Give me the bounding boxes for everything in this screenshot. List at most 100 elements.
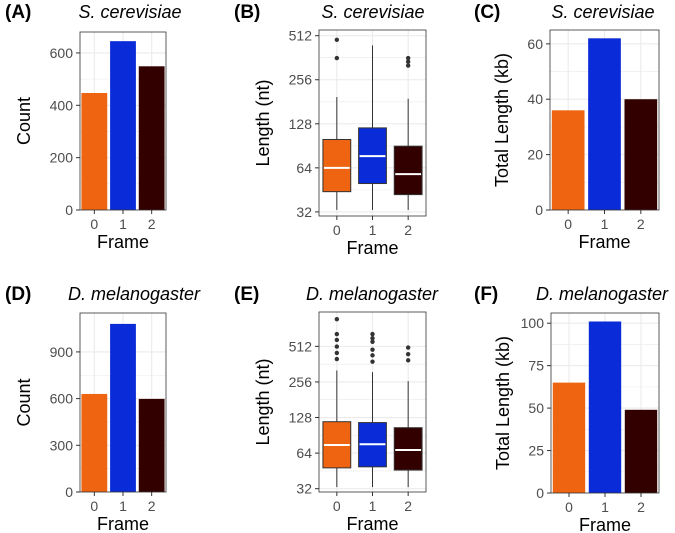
outlier-point [334, 344, 340, 349]
y-tick-label: 256 [289, 72, 313, 88]
outlier-point [334, 356, 340, 362]
outlier-point [370, 359, 375, 364]
panel-label: (F) [474, 284, 498, 305]
x-axis-title: Frame [579, 515, 631, 533]
y-tick-label: 0 [535, 202, 543, 218]
y-tick-label: 512 [289, 28, 313, 44]
y-axis-title: Length (nt) [253, 358, 273, 445]
bar-frame-1 [110, 41, 136, 210]
bar-frame-1 [588, 321, 622, 493]
panel-label: (B) [234, 2, 260, 23]
outlier-point [405, 63, 411, 68]
box-frame-2 [393, 145, 423, 196]
outlier-point [405, 351, 411, 357]
y-tick-label: 64 [296, 445, 312, 461]
bar-frame-2 [138, 398, 165, 492]
y-tick-label: 300 [50, 437, 74, 453]
bar-frame-2 [624, 99, 658, 210]
x-tick-label: 0 [564, 216, 572, 232]
x-axis-title: Frame [346, 514, 398, 533]
x-tick-label: 2 [148, 498, 156, 514]
panel-e: (E) D. melanogaster 32 64 128 256 512 0 1 2 Frame L… [234, 284, 439, 533]
bar-frame-0 [81, 393, 108, 492]
chart-title: S. cerevisiae [551, 2, 654, 22]
x-tick-label: 1 [601, 216, 609, 232]
x-tick-label: 2 [148, 216, 156, 232]
outlier-point [405, 345, 411, 350]
outlier-point [370, 336, 375, 341]
panel-label: (A) [5, 2, 31, 23]
bar-frame-0 [552, 382, 586, 493]
y-tick-label: 0 [65, 202, 73, 218]
y-tick-label: 900 [50, 344, 74, 360]
outlier-point [370, 347, 375, 352]
panel-label: (C) [474, 2, 500, 23]
bar-frame-1 [110, 323, 136, 492]
y-tick-label: 20 [527, 147, 543, 163]
outlier-point [334, 350, 340, 356]
y-tick-label: 128 [289, 116, 313, 132]
y-axis-title: Total Length (kb) [492, 53, 512, 187]
y-tick-label: 600 [50, 391, 74, 407]
outlier-point [334, 331, 340, 337]
x-axis-title: Frame [578, 232, 630, 252]
bar-frame-1 [588, 38, 621, 210]
bar-frame-2 [138, 66, 165, 211]
x-tick-label: 0 [565, 499, 573, 515]
chart-title: D. melanogaster [68, 284, 201, 304]
panel-b: (B) S. cerevisiae 32 64 128 256 512 0 1 2 Frame Len… [234, 2, 427, 258]
x-tick-label: 2 [404, 222, 412, 238]
x-axis-title: Frame [97, 232, 149, 252]
y-tick-label: 128 [289, 410, 313, 426]
chart-title: S. cerevisiae [321, 2, 424, 22]
y-axis-title: Count [14, 378, 34, 426]
x-tick-label: 2 [404, 498, 412, 514]
outlier-point [334, 337, 340, 343]
outlier-point [370, 353, 375, 358]
y-tick-label: 0 [65, 484, 73, 500]
x-tick-label: 1 [119, 498, 127, 514]
y-tick-label: 25 [528, 443, 544, 459]
y-tick-label: 600 [50, 45, 74, 61]
outlier-point [334, 316, 340, 322]
outlier-point [405, 358, 411, 363]
outlier-point [370, 339, 375, 344]
chart-title: S. cerevisiae [78, 2, 181, 22]
y-tick-label: 64 [296, 160, 312, 176]
y-axis-title: Count [14, 97, 34, 145]
x-tick-label: 2 [637, 216, 645, 232]
outlier-point [334, 55, 340, 61]
y-axis-title: Length (nt) [253, 79, 273, 166]
panel-label: (D) [5, 284, 31, 305]
y-tick-label: 75 [528, 358, 544, 374]
box-frame-2 [393, 427, 423, 471]
bar-frame-0 [81, 92, 108, 210]
y-tick-label: 200 [50, 150, 74, 166]
y-tick-label: 50 [528, 400, 544, 416]
y-tick-label: 0 [536, 485, 544, 501]
y-tick-label: 100 [521, 315, 545, 331]
y-tick-label: 512 [289, 338, 313, 354]
chart-title: D. melanogaster [306, 284, 439, 304]
y-tick-label: 40 [527, 91, 543, 107]
x-tick-label: 0 [90, 498, 98, 514]
y-tick-label: 256 [289, 374, 313, 390]
panel-c: (C) S. cerevisiae 0 20 40 60 0 1 2 Frame Total Len… [474, 2, 660, 252]
outlier-point [370, 331, 375, 337]
chart-title: D. melanogaster [536, 284, 669, 304]
x-tick-label: 1 [369, 498, 377, 514]
bar-frame-0 [551, 110, 585, 210]
x-tick-label: 1 [601, 499, 609, 515]
x-tick-label: 1 [119, 216, 127, 232]
panel-f: (F) D. melanogaster 0 25 50 75 100 0 1 2 Frame Tota… [474, 284, 669, 533]
x-tick-label: 0 [333, 222, 341, 238]
y-tick-label: 32 [296, 204, 312, 220]
x-axis-title: Frame [97, 514, 149, 533]
panel-label: (E) [234, 284, 259, 305]
y-axis-title: Total Length (kb) [493, 336, 513, 470]
y-tick-label: 400 [50, 97, 74, 113]
outlier-point [405, 55, 411, 61]
